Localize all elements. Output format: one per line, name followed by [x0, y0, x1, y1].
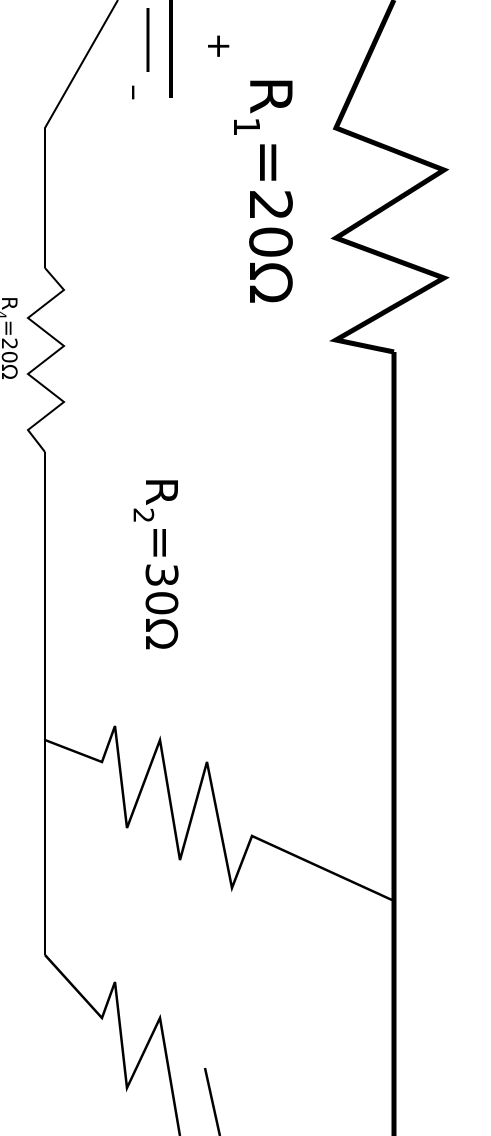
battery-plus-sign: +	[199, 32, 239, 61]
resistor-r4	[26, 267, 66, 453]
svg-text:R2=30Ω: R2=30Ω	[127, 476, 186, 651]
resistor-r1	[329, 0, 450, 355]
battery-to-left-rail-wire	[44, 0, 119, 268]
label-r4: R4=20Ω	[0, 296, 21, 380]
resistor-bottom-branch-tail	[203, 1067, 222, 1136]
resistor-r2	[44, 725, 393, 902]
battery: + –	[115, 0, 239, 101]
resistor-bottom-branch	[44, 954, 182, 1136]
battery-minus-sign: –	[115, 84, 155, 101]
label-r1: R1=20Ω	[225, 75, 304, 305]
label-r2: R2=30Ω	[127, 476, 186, 651]
svg-text:R1=20Ω: R1=20Ω	[225, 75, 304, 305]
svg-text:R4=20Ω: R4=20Ω	[0, 296, 21, 380]
